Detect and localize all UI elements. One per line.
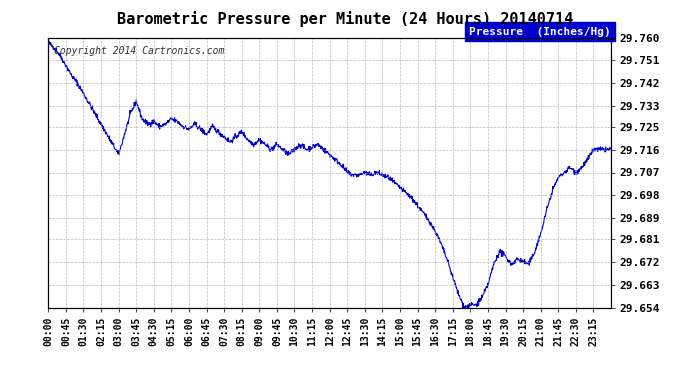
- Text: Barometric Pressure per Minute (24 Hours) 20140714: Barometric Pressure per Minute (24 Hours…: [117, 11, 573, 27]
- Text: Pressure  (Inches/Hg): Pressure (Inches/Hg): [469, 27, 611, 37]
- Text: Copyright 2014 Cartronics.com: Copyright 2014 Cartronics.com: [54, 46, 224, 56]
